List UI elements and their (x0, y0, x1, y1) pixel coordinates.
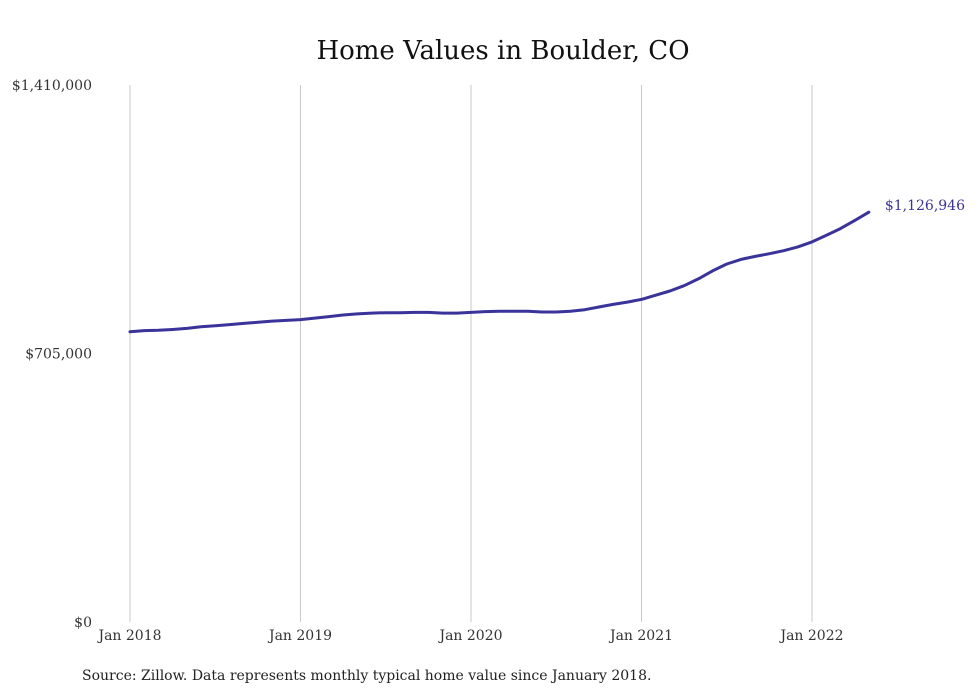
x-tick-label: Jan 2019 (267, 628, 332, 644)
source-note: Source: Zillow. Data represents monthly … (82, 668, 652, 684)
x-tick-label: Jan 2022 (778, 628, 843, 644)
x-tick-label: Jan 2020 (437, 628, 502, 644)
chart-title: Home Values in Boulder, CO (316, 36, 689, 66)
series-line (128, 210, 871, 334)
x-tick-label: Jan 2021 (608, 628, 673, 644)
x-tick-label: Jan 2018 (96, 628, 161, 644)
end-value-label: $1,126,946 (885, 198, 965, 214)
y-tick-label: $705,000 (25, 347, 92, 363)
y-tick-labels: $0 $705,000 $1,410,000 (12, 78, 92, 631)
grid-lines (129, 85, 813, 622)
y-tick-label: $1,410,000 (12, 78, 92, 94)
x-tick-labels: Jan 2018 Jan 2019 Jan 2020 Jan 2021 Jan 2022 (96, 628, 843, 644)
y-tick-label: $0 (74, 615, 92, 631)
